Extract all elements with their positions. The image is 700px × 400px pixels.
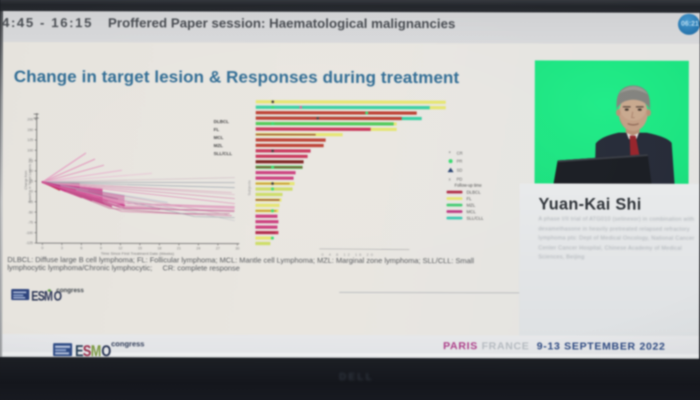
svg-text:MZL: MZL	[214, 143, 224, 148]
svg-text:50: 50	[29, 169, 33, 173]
svg-text:75: 75	[29, 159, 33, 163]
svg-text:PD: PD	[457, 177, 463, 182]
svg-text:-100: -100	[26, 231, 33, 235]
svg-text:9: 9	[100, 246, 102, 250]
svg-text:0 4 8 12 16 20: 0 4 8 12 16 20	[321, 252, 375, 257]
svg-text:SLL/CLL: SLL/CLL	[466, 216, 484, 221]
svg-text:18: 18	[157, 246, 161, 250]
svg-text:Baseline in Target Lesions (%): Baseline in Target Lesions (%)	[28, 158, 32, 202]
svg-text:-125: -125	[26, 241, 33, 245]
svg-text:M: M	[91, 343, 102, 360]
svg-text:25: 25	[29, 179, 33, 183]
svg-text:O: O	[54, 288, 62, 303]
svg-text:3: 3	[61, 246, 63, 250]
svg-text:MCL: MCL	[466, 209, 476, 214]
svg-text:Change from: Change from	[24, 170, 28, 189]
svg-text:PR: PR	[457, 159, 463, 164]
svg-text:-50: -50	[28, 210, 33, 214]
svg-text:*: *	[449, 151, 452, 157]
svg-text:SLL/CLL: SLL/CLL	[214, 151, 233, 156]
svg-text:24: 24	[196, 247, 200, 251]
svg-text:DLBCL: DLBCL	[214, 119, 230, 124]
svg-text:Time Since First Treatment Dat: Time Since First Treatment Date (Weeks)	[101, 251, 175, 256]
svg-text:6: 6	[80, 246, 82, 250]
svg-text:M: M	[44, 288, 53, 303]
svg-text:S: S	[83, 343, 92, 360]
svg-text:-75: -75	[28, 221, 33, 225]
svg-text:FL: FL	[467, 196, 473, 201]
svg-text:E: E	[75, 343, 83, 360]
svg-text:CR: CR	[457, 151, 463, 156]
svg-text:15: 15	[138, 246, 142, 250]
svg-text:MZL: MZL	[466, 203, 475, 208]
svg-text:x: x	[449, 177, 452, 182]
svg-text:DLBCL: DLBCL	[467, 190, 482, 195]
svg-text:SD: SD	[457, 168, 463, 173]
svg-text:21: 21	[177, 246, 181, 250]
svg-text:125: 125	[27, 138, 33, 142]
svg-text:12: 12	[118, 246, 122, 250]
svg-text:FL: FL	[214, 127, 220, 132]
svg-text:27: 27	[216, 247, 220, 251]
svg-text:0: 0	[31, 190, 33, 194]
svg-text:30: 30	[235, 247, 239, 251]
svg-text:congress: congress	[111, 339, 144, 348]
svg-text:Subjects: Subjects	[247, 180, 251, 195]
svg-text:200: 200	[27, 118, 33, 122]
svg-text:ES: ES	[31, 288, 45, 303]
svg-text:100: 100	[27, 149, 33, 153]
svg-text:Follow-up time: Follow-up time	[455, 183, 483, 188]
svg-text:O: O	[101, 343, 111, 360]
svg-text:-25: -25	[28, 200, 33, 204]
svg-text:150: 150	[27, 128, 33, 132]
svg-text:MCL: MCL	[214, 135, 224, 140]
svg-text:congress: congress	[56, 287, 84, 294]
svg-text:0: 0	[41, 246, 43, 250]
